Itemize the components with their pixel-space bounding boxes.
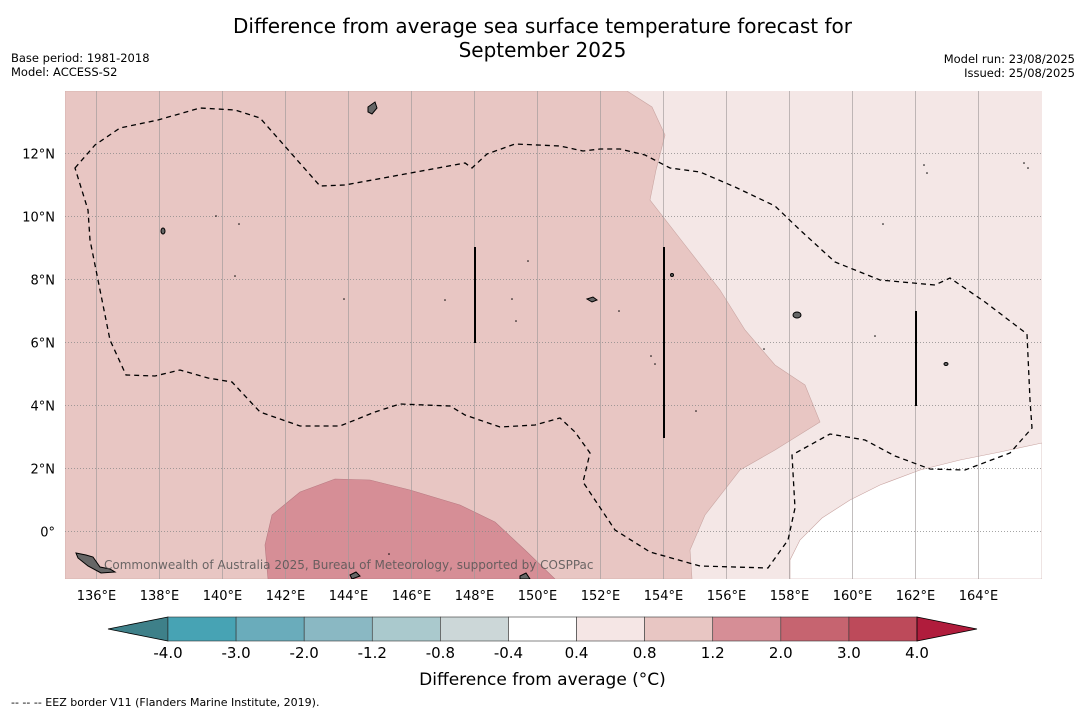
- chart-title: Difference from average sea surface temp…: [0, 14, 1085, 62]
- lat-label: 2°N: [31, 463, 56, 478]
- colorbar-over-arrow: [916, 616, 978, 642]
- title-line-1: Difference from average sea surface temp…: [232, 14, 852, 38]
- lat-label: 8°N: [31, 274, 56, 289]
- issued-text: Issued: 25/08/2025: [964, 66, 1075, 80]
- eez-segments: [474, 247, 917, 438]
- colorbar-segment: [371, 616, 441, 642]
- lat-label: 4°N: [31, 400, 56, 415]
- colorbar-under-arrow: [107, 616, 169, 642]
- colorbar-tick-labels: -4.0 -3.0 -2.0 -1.2 -0.8 -0.4 0.4 0.8 1.2 2.0 3.0 4…: [153, 644, 929, 662]
- colorbar-segment: [712, 616, 782, 642]
- colorbar-segment: [303, 616, 373, 642]
- colorbar-tick-label: 2.0: [769, 644, 793, 662]
- colorbar: [107, 616, 978, 642]
- lon-label: 150°E: [518, 589, 558, 604]
- latitude-labels: 12°N 10°N 8°N 6°N 4°N 2°N 0°: [22, 148, 55, 541]
- colorbar-tick-label: 1.2: [701, 644, 725, 662]
- lon-label: 164°E: [959, 589, 999, 604]
- lon-label: 144°E: [329, 589, 369, 604]
- colorbar-tick-label: -3.0: [221, 644, 250, 662]
- lat-label: 0°: [40, 526, 55, 541]
- footnote-text: -- -- -- EEZ border V11 (Flanders Marine…: [11, 696, 320, 709]
- lon-label: 140°E: [203, 589, 243, 604]
- metadata-right: Model run: 23/08/2025 Issued: 25/08/2025: [944, 52, 1075, 80]
- model-text: Model: ACCESS-S2: [11, 65, 118, 79]
- eez-border-west: [74, 107, 1033, 569]
- lon-label: 136°E: [77, 589, 117, 604]
- lat-label: 6°N: [31, 337, 56, 352]
- base-period-text: Base period: 1981-2018: [11, 51, 150, 65]
- lon-label: 162°E: [896, 589, 936, 604]
- light-anomaly-region: [65, 91, 821, 579]
- lon-label: 154°E: [644, 589, 684, 604]
- colorbar-tick-label: -4.0: [153, 644, 182, 662]
- colorbar-segment: [644, 616, 714, 642]
- colorbar-label: Difference from average (°C): [419, 670, 666, 690]
- title-line-2: September 2025: [458, 38, 627, 62]
- lon-label: 138°E: [140, 589, 180, 604]
- lon-label: 156°E: [707, 589, 747, 604]
- colorbar-segment: [576, 616, 645, 642]
- colorbar-tick-label: -0.4: [494, 644, 523, 662]
- lat-label: 12°N: [22, 148, 55, 163]
- lat-label: 10°N: [22, 211, 55, 226]
- colorbar-tick-label: 0.4: [565, 644, 589, 662]
- map-panel: [65, 91, 1042, 579]
- metadata-left: Base period: 1981-2018 Model: ACCESS-S2: [11, 51, 150, 79]
- lon-label: 158°E: [770, 589, 810, 604]
- island-markers: [75, 101, 949, 579]
- small-islets: [215, 162, 1029, 555]
- longitude-labels: 136°E 138°E 140°E 142°E 144°E 146°E 148°E 150°E…: [77, 589, 999, 604]
- gridlines: [65, 153, 1042, 532]
- colorbar-segment: [440, 616, 509, 642]
- colorbar-segment: [508, 616, 577, 642]
- colorbar-segment: [235, 616, 305, 642]
- colorbar-tick-label: 0.8: [633, 644, 657, 662]
- colorbar-segment: [167, 616, 237, 642]
- model-run-text: Model run: 23/08/2025: [943, 52, 1075, 66]
- medium-anomaly-region: [264, 478, 556, 579]
- white-anomaly-region: [789, 442, 1042, 579]
- lon-label: 146°E: [392, 589, 432, 604]
- lon-label: 160°E: [833, 589, 873, 604]
- colorbar-tick-label: 3.0: [837, 644, 861, 662]
- colorbar-tick-label: -2.0: [290, 644, 319, 662]
- colorbar-tick-label: -1.2: [358, 644, 387, 662]
- lon-label: 148°E: [455, 589, 495, 604]
- credit-text: Commonwealth of Australia 2025, Bureau o…: [104, 558, 594, 572]
- colorbar-tick-label: 4.0: [905, 644, 929, 662]
- colorbar-segment: [780, 616, 850, 642]
- lon-label: 152°E: [581, 589, 621, 604]
- colorbar-tick-label: -0.8: [426, 644, 455, 662]
- colorbar-segment: [848, 616, 918, 642]
- lon-label: 142°E: [266, 589, 306, 604]
